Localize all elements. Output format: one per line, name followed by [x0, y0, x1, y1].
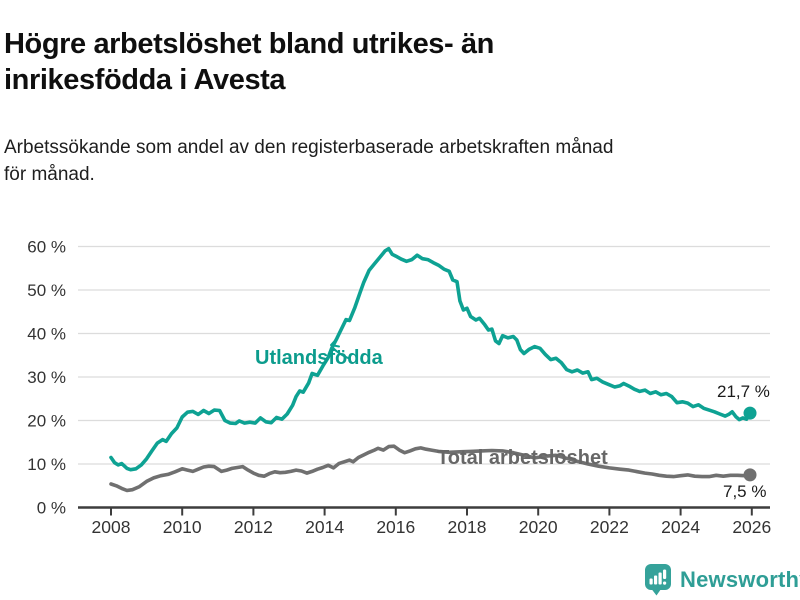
svg-text:2022: 2022	[590, 517, 629, 537]
newsworthy-logo: Newsworthy	[644, 563, 800, 596]
svg-text:60 %: 60 %	[27, 238, 66, 257]
newsworthy-wordmark: Newsworthy	[680, 566, 800, 592]
series-label-utlandsfodda: Utlandsfödda	[255, 347, 383, 369]
svg-text:30 %: 30 %	[27, 368, 66, 387]
svg-text:2010: 2010	[163, 517, 202, 537]
series-label-total-arbetsloshet: Total arbetslöshet	[437, 447, 608, 469]
svg-text:2024: 2024	[661, 517, 700, 537]
svg-text:2012: 2012	[234, 517, 273, 537]
svg-text:2008: 2008	[92, 517, 131, 537]
svg-text:10 %: 10 %	[27, 455, 66, 474]
svg-text:2026: 2026	[732, 517, 771, 537]
svg-text:2020: 2020	[519, 517, 558, 537]
svg-text:2014: 2014	[305, 517, 344, 537]
chart-title: Högre arbetslöshet bland utrikes- än inr…	[4, 28, 494, 96]
svg-text:2016: 2016	[376, 517, 415, 537]
end-value-label-utlandsfodda: 21,7 %	[717, 382, 770, 401]
svg-text:40 %: 40 %	[27, 325, 66, 344]
newsworthy-bubble-barchart-icon	[645, 564, 671, 596]
svg-text:20 %: 20 %	[27, 412, 66, 431]
end-value-label-total: 7,5 %	[723, 482, 767, 501]
svg-text:0 %: 0 %	[37, 499, 66, 518]
svg-text:50 %: 50 %	[27, 281, 66, 300]
chart-subtitle: Arbetssökande som andel av den registerb…	[4, 137, 614, 185]
svg-text:2018: 2018	[448, 517, 487, 537]
